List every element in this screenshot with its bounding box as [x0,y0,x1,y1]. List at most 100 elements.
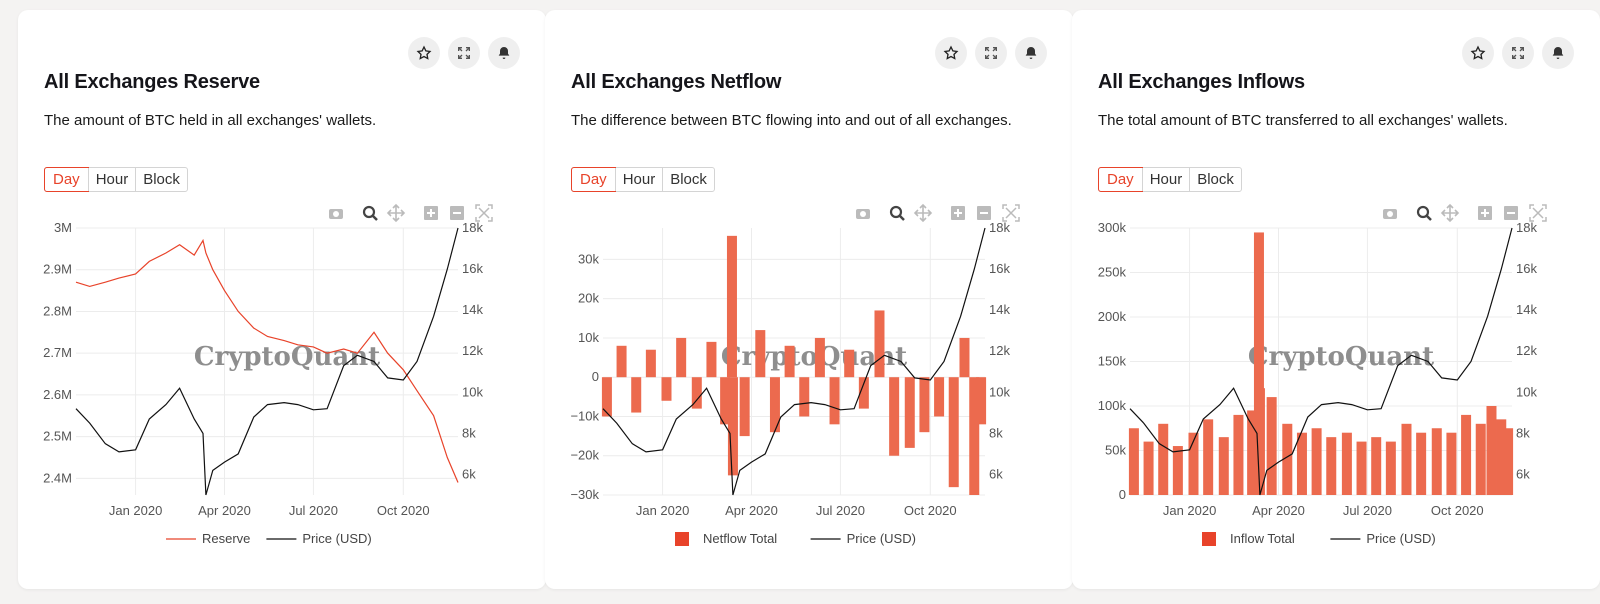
x-tick-label: Oct 2020 [1431,503,1484,518]
bar [799,377,810,417]
price-line [602,227,986,496]
bar [1143,441,1154,495]
bar [1282,423,1293,495]
bar [889,377,900,456]
x-tick-label: Apr 2020 [198,503,251,518]
price-line [1129,227,1513,496]
bar [691,377,702,409]
bar [1254,388,1265,495]
range-block-button[interactable]: Block [662,168,714,191]
y-right-tick-label: 6k [1516,466,1530,481]
range-toggle: Day Hour Block [44,167,188,192]
autoscale-icon[interactable] [1002,204,1020,222]
card-actions [408,37,520,69]
favorite-button[interactable] [1462,37,1494,69]
expand-button[interactable] [448,37,480,69]
camera-icon[interactable] [1383,209,1397,219]
y-right-tick-label: 6k [989,466,1003,481]
bar [726,235,737,378]
bar [1446,432,1457,495]
bar [676,337,687,378]
card-title: All Exchanges Inflows [1098,71,1305,93]
chart-card-inflows: All Exchanges Inflows The total amount o… [1072,10,1600,589]
y-left-tick-label: 10k [578,330,599,345]
alert-button[interactable] [1015,37,1047,69]
autoscale-shape [1529,204,1547,222]
y-right-tick-label: 10k [989,384,1010,399]
bar [601,377,612,417]
pan-arrows [386,203,406,223]
range-block-button[interactable]: Block [135,168,187,191]
bar [755,330,766,378]
star-icon [416,45,432,60]
inflows-chart[interactable]: 300k 250k 200k 150k 100k 50k 0 Jan 2020 Apr 2020… [1072,190,1600,570]
bar [1385,441,1396,495]
y-left-tick-label: 2.7M [43,345,72,360]
bar [1461,414,1472,495]
y-left-tick-label: 0 [592,369,599,384]
netflow-chart[interactable]: 30k 20k 10k 0 −10k −20k −30k Jan 2020 Apr 2020 Ju… [545,190,1073,570]
autoscale-icon[interactable] [1529,204,1547,222]
legend-label: Reserve [202,531,250,546]
range-day-button[interactable]: Day [44,167,89,192]
reserve-chart[interactable]: 3M 2.9M 2.8M 2.7M 2.6M 2.5M 2.4M Jan 2020 Apr 20… [18,190,546,570]
y-left-tick-label: 150k [1098,354,1127,369]
expand-button[interactable] [975,37,1007,69]
y-right-tick-label: 12k [462,343,483,358]
watermark: CryptoQuant [194,342,380,372]
legend-label: Price (USD) [302,531,371,546]
autoscale-icon[interactable] [475,204,493,222]
pan-icon[interactable] [913,203,933,223]
camera-icon[interactable] [856,209,870,219]
bar [1371,437,1382,495]
range-block-button[interactable]: Block [1189,168,1241,191]
zoom-in-icon[interactable] [1478,206,1492,220]
zoom-out-icon[interactable] [1504,206,1518,220]
alert-button[interactable] [1542,37,1574,69]
bar [829,377,840,425]
bar [919,377,930,433]
pan-icon[interactable] [1440,203,1460,223]
y-right-tick-label: 12k [1516,343,1537,358]
y-left-tick-label: 200k [1098,309,1127,324]
zoom-out-icon[interactable] [450,206,464,220]
y-right-tick-label: 10k [1516,384,1537,399]
y-left-tick-label: 2.5M [43,429,72,444]
zoom-icon[interactable] [362,205,378,221]
alert-button[interactable] [488,37,520,69]
bar [858,377,869,409]
expand-button[interactable] [1502,37,1534,69]
pan-icon[interactable] [386,203,406,223]
y-left-tick-label: 2.4M [43,470,72,485]
favorite-button[interactable] [935,37,967,69]
zoom-in-icon[interactable] [951,206,965,220]
range-hour-button[interactable]: Hour [614,168,663,191]
card-description: The amount of BTC held in all exchanges'… [44,112,377,129]
y-left-tick-label: 100k [1098,398,1127,413]
star-icon [1470,45,1486,60]
zoom-out-icon[interactable] [977,206,991,220]
favorite-button[interactable] [408,37,440,69]
x-tick-label: Jul 2020 [289,503,338,518]
bar [720,377,731,425]
camera-lens [860,211,866,217]
camera-icon[interactable] [329,209,343,219]
camera-lens [1387,211,1393,217]
zoom-icon[interactable] [1416,205,1432,221]
chart-card-reserve: All Exchanges Reserve The amount of BTC … [18,10,546,589]
bar [616,345,627,378]
bar [784,345,795,378]
bar [769,377,780,433]
card-title: All Exchanges Reserve [44,71,260,93]
bar [1203,419,1214,495]
range-day-button[interactable]: Day [1098,167,1143,192]
bar [934,377,945,417]
range-hour-button[interactable]: Hour [87,168,136,191]
bar [1311,428,1322,495]
bar [1188,432,1199,495]
range-day-button[interactable]: Day [571,167,616,192]
zoom-icon[interactable] [889,205,905,221]
y-left-tick-label: −10k [570,408,599,423]
range-hour-button[interactable]: Hour [1141,168,1190,191]
zoom-in-icon[interactable] [424,206,438,220]
